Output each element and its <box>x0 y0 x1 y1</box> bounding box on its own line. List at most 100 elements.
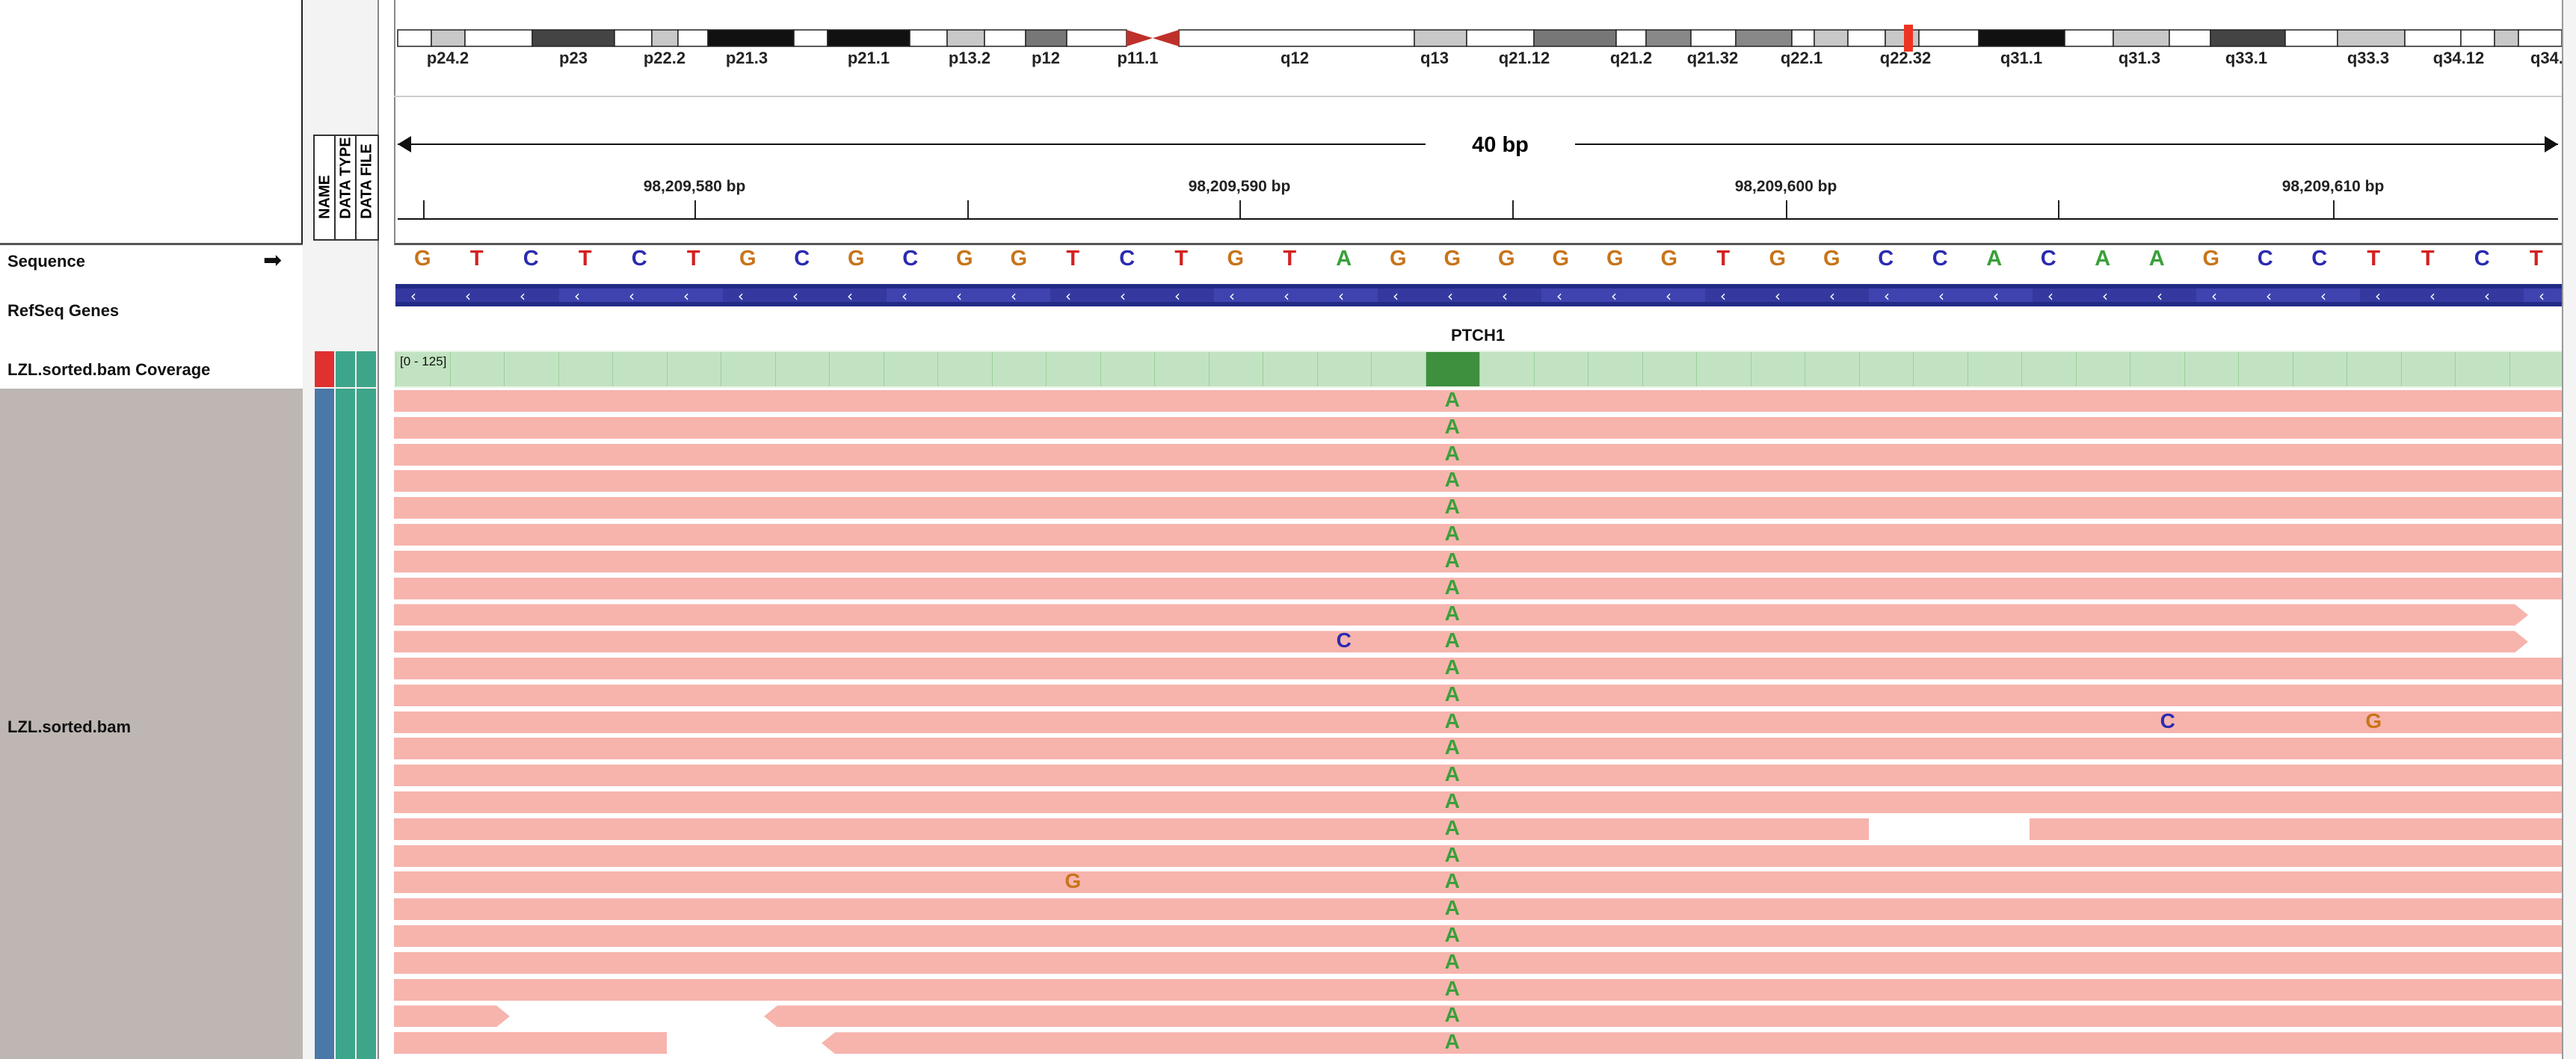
coverage-bar[interactable] <box>1100 352 1154 386</box>
coverage-bar[interactable] <box>991 352 1046 386</box>
coverage-bar[interactable] <box>2400 352 2455 386</box>
coverage-bar[interactable] <box>504 352 558 386</box>
coverage-bar[interactable] <box>829 352 884 386</box>
sequence-base: G <box>1443 247 1461 271</box>
coverage-bar[interactable] <box>558 352 612 386</box>
alignment-attr-name-cell[interactable] <box>315 389 334 1059</box>
coverage-bar[interactable] <box>1208 352 1263 386</box>
aligned-read[interactable] <box>822 1032 2562 1055</box>
coverage-bar[interactable] <box>1154 352 1209 386</box>
gene-segment <box>887 288 1050 302</box>
aligned-read[interactable] <box>394 658 2562 679</box>
coverage-bar[interactable] <box>721 352 775 386</box>
attr-header-data-type[interactable]: DATA TYPE <box>334 135 358 241</box>
coverage-bar[interactable] <box>449 352 504 386</box>
aligned-read[interactable] <box>394 1005 510 1027</box>
strand-chevron-icon: ‹ <box>2375 287 2381 305</box>
coverage-attr-type-cell[interactable] <box>336 351 355 387</box>
track-name-coverage[interactable]: LZL.sorted.bam Coverage <box>7 360 211 379</box>
coverage-bar[interactable] <box>774 352 829 386</box>
aligned-read[interactable] <box>394 631 2528 652</box>
strand-chevron-icon: ‹ <box>574 287 580 305</box>
coverage-bar[interactable] <box>2238 352 2293 386</box>
coverage-bar[interactable] <box>2347 352 2401 386</box>
aligned-read[interactable] <box>394 898 2562 921</box>
aligned-read[interactable] <box>394 1032 667 1055</box>
coverage-bar[interactable] <box>1046 352 1100 386</box>
coverage-bar[interactable] <box>666 352 721 386</box>
aligned-read[interactable] <box>394 845 2562 867</box>
coverage-bar[interactable] <box>1371 352 1426 386</box>
ruler-tick-label: 98,209,590 bp <box>1188 178 1291 195</box>
coverage-bar[interactable] <box>883 352 937 386</box>
strand-chevron-icon: ‹ <box>2266 287 2272 305</box>
coverage-attr-name-cell[interactable] <box>315 351 334 387</box>
coverage-bar[interactable] <box>1588 352 1642 386</box>
coverage-bar[interactable] <box>1696 352 1751 386</box>
coverage-bar[interactable] <box>1642 352 1696 386</box>
cytoband-label: p11.1 <box>1117 49 1159 67</box>
refseq-gene-feature[interactable]: ‹ ‹ ‹ ‹ ‹ ‹ ‹ ‹ ‹ ‹ ‹ ‹ ‹ ‹ ‹ ‹ ‹ ‹ ‹ ‹ ‹ ‹ ‹ ‹ ‹ ‹ ‹ ‹ ‹ ‹ ‹ ‹ ‹ ‹ ‹ ‹ ‹ ‹ ‹ ‹ <box>395 282 2562 309</box>
coverage-bar[interactable] <box>1750 352 1805 386</box>
span-right-arrow-icon <box>2545 136 2558 152</box>
variant-base: A <box>1444 414 1460 438</box>
attr-header-data-file[interactable]: DATA FILE <box>355 135 379 241</box>
track-name-alignments[interactable]: LZL.sorted.bam <box>7 717 132 736</box>
track-name-sequence[interactable]: Sequence <box>7 252 85 271</box>
aligned-read[interactable] <box>394 978 2562 1001</box>
coverage-bar[interactable] <box>1263 352 1317 386</box>
coverage-bar[interactable] <box>1425 352 1479 386</box>
aligned-read[interactable] <box>394 951 2562 974</box>
aligned-read[interactable] <box>394 818 1869 840</box>
aligned-read[interactable] <box>394 443 2562 466</box>
aligned-read[interactable] <box>394 497 2562 519</box>
gene-name-label[interactable]: PTCH1 <box>1450 326 1506 345</box>
aligned-read[interactable] <box>394 765 2562 787</box>
aligned-read[interactable] <box>394 416 2562 439</box>
coverage-bar[interactable] <box>1805 352 1859 386</box>
chromosome-ideogram[interactable] <box>394 0 2576 96</box>
aligned-read[interactable] <box>394 711 2562 733</box>
aligned-read[interactable] <box>2030 818 2562 840</box>
coverage-bar[interactable] <box>2455 352 2509 386</box>
track-name-refseq[interactable]: RefSeq Genes <box>7 301 120 320</box>
ruler-tick <box>694 200 696 218</box>
coverage-bar[interactable] <box>2075 352 2130 386</box>
coverage-bar[interactable] <box>2292 352 2347 386</box>
coverage-bar[interactable] <box>612 352 667 386</box>
aligned-read[interactable] <box>394 524 2562 546</box>
strand-chevron-icon: ‹ <box>629 287 635 305</box>
coverage-bar[interactable] <box>937 352 992 386</box>
coverage-bar[interactable] <box>1913 352 1968 386</box>
current-locus-marker[interactable] <box>1904 25 1913 52</box>
vertical-scrollbar[interactable] <box>2562 0 2576 1059</box>
aligned-read[interactable] <box>394 577 2562 599</box>
strand-arrow-icon[interactable]: ➡ <box>263 248 283 273</box>
coverage-bar[interactable] <box>1316 352 1371 386</box>
coverage-bar[interactable] <box>1967 352 2021 386</box>
aligned-read[interactable] <box>394 604 2528 626</box>
aligned-read[interactable] <box>394 738 2562 760</box>
coverage-bar[interactable] <box>1479 352 1534 386</box>
aligned-read[interactable] <box>394 550 2562 572</box>
ideogram-band <box>2518 29 2563 47</box>
centromere-p-icon <box>1127 30 1153 46</box>
coverage-bar[interactable] <box>2021 352 2076 386</box>
aligned-read[interactable] <box>394 470 2562 493</box>
alignment-attr-type-cell[interactable] <box>336 389 355 1059</box>
coverage-bar[interactable] <box>2130 352 2184 386</box>
coverage-bar[interactable] <box>1533 352 1588 386</box>
data-panel[interactable]: p24.2 p23 p22.2 p21.3 p21.1 p13.2 p12 p11.1 q12 q… <box>394 0 2576 1059</box>
aligned-read[interactable] <box>764 1005 2562 1028</box>
aligned-read[interactable] <box>394 791 2562 813</box>
aligned-read[interactable] <box>394 871 2562 894</box>
coverage-bar[interactable] <box>2509 352 2563 386</box>
coverage-bar[interactable] <box>2184 352 2238 386</box>
aligned-read[interactable] <box>394 390 2562 412</box>
coverage-bar[interactable] <box>1858 352 1913 386</box>
ideogram-band <box>1615 29 1647 47</box>
alignment-attr-file-cell[interactable] <box>357 389 376 1059</box>
aligned-read[interactable] <box>394 684 2562 706</box>
coverage-attr-file-cell[interactable] <box>357 351 376 387</box>
aligned-read[interactable] <box>394 925 2562 947</box>
